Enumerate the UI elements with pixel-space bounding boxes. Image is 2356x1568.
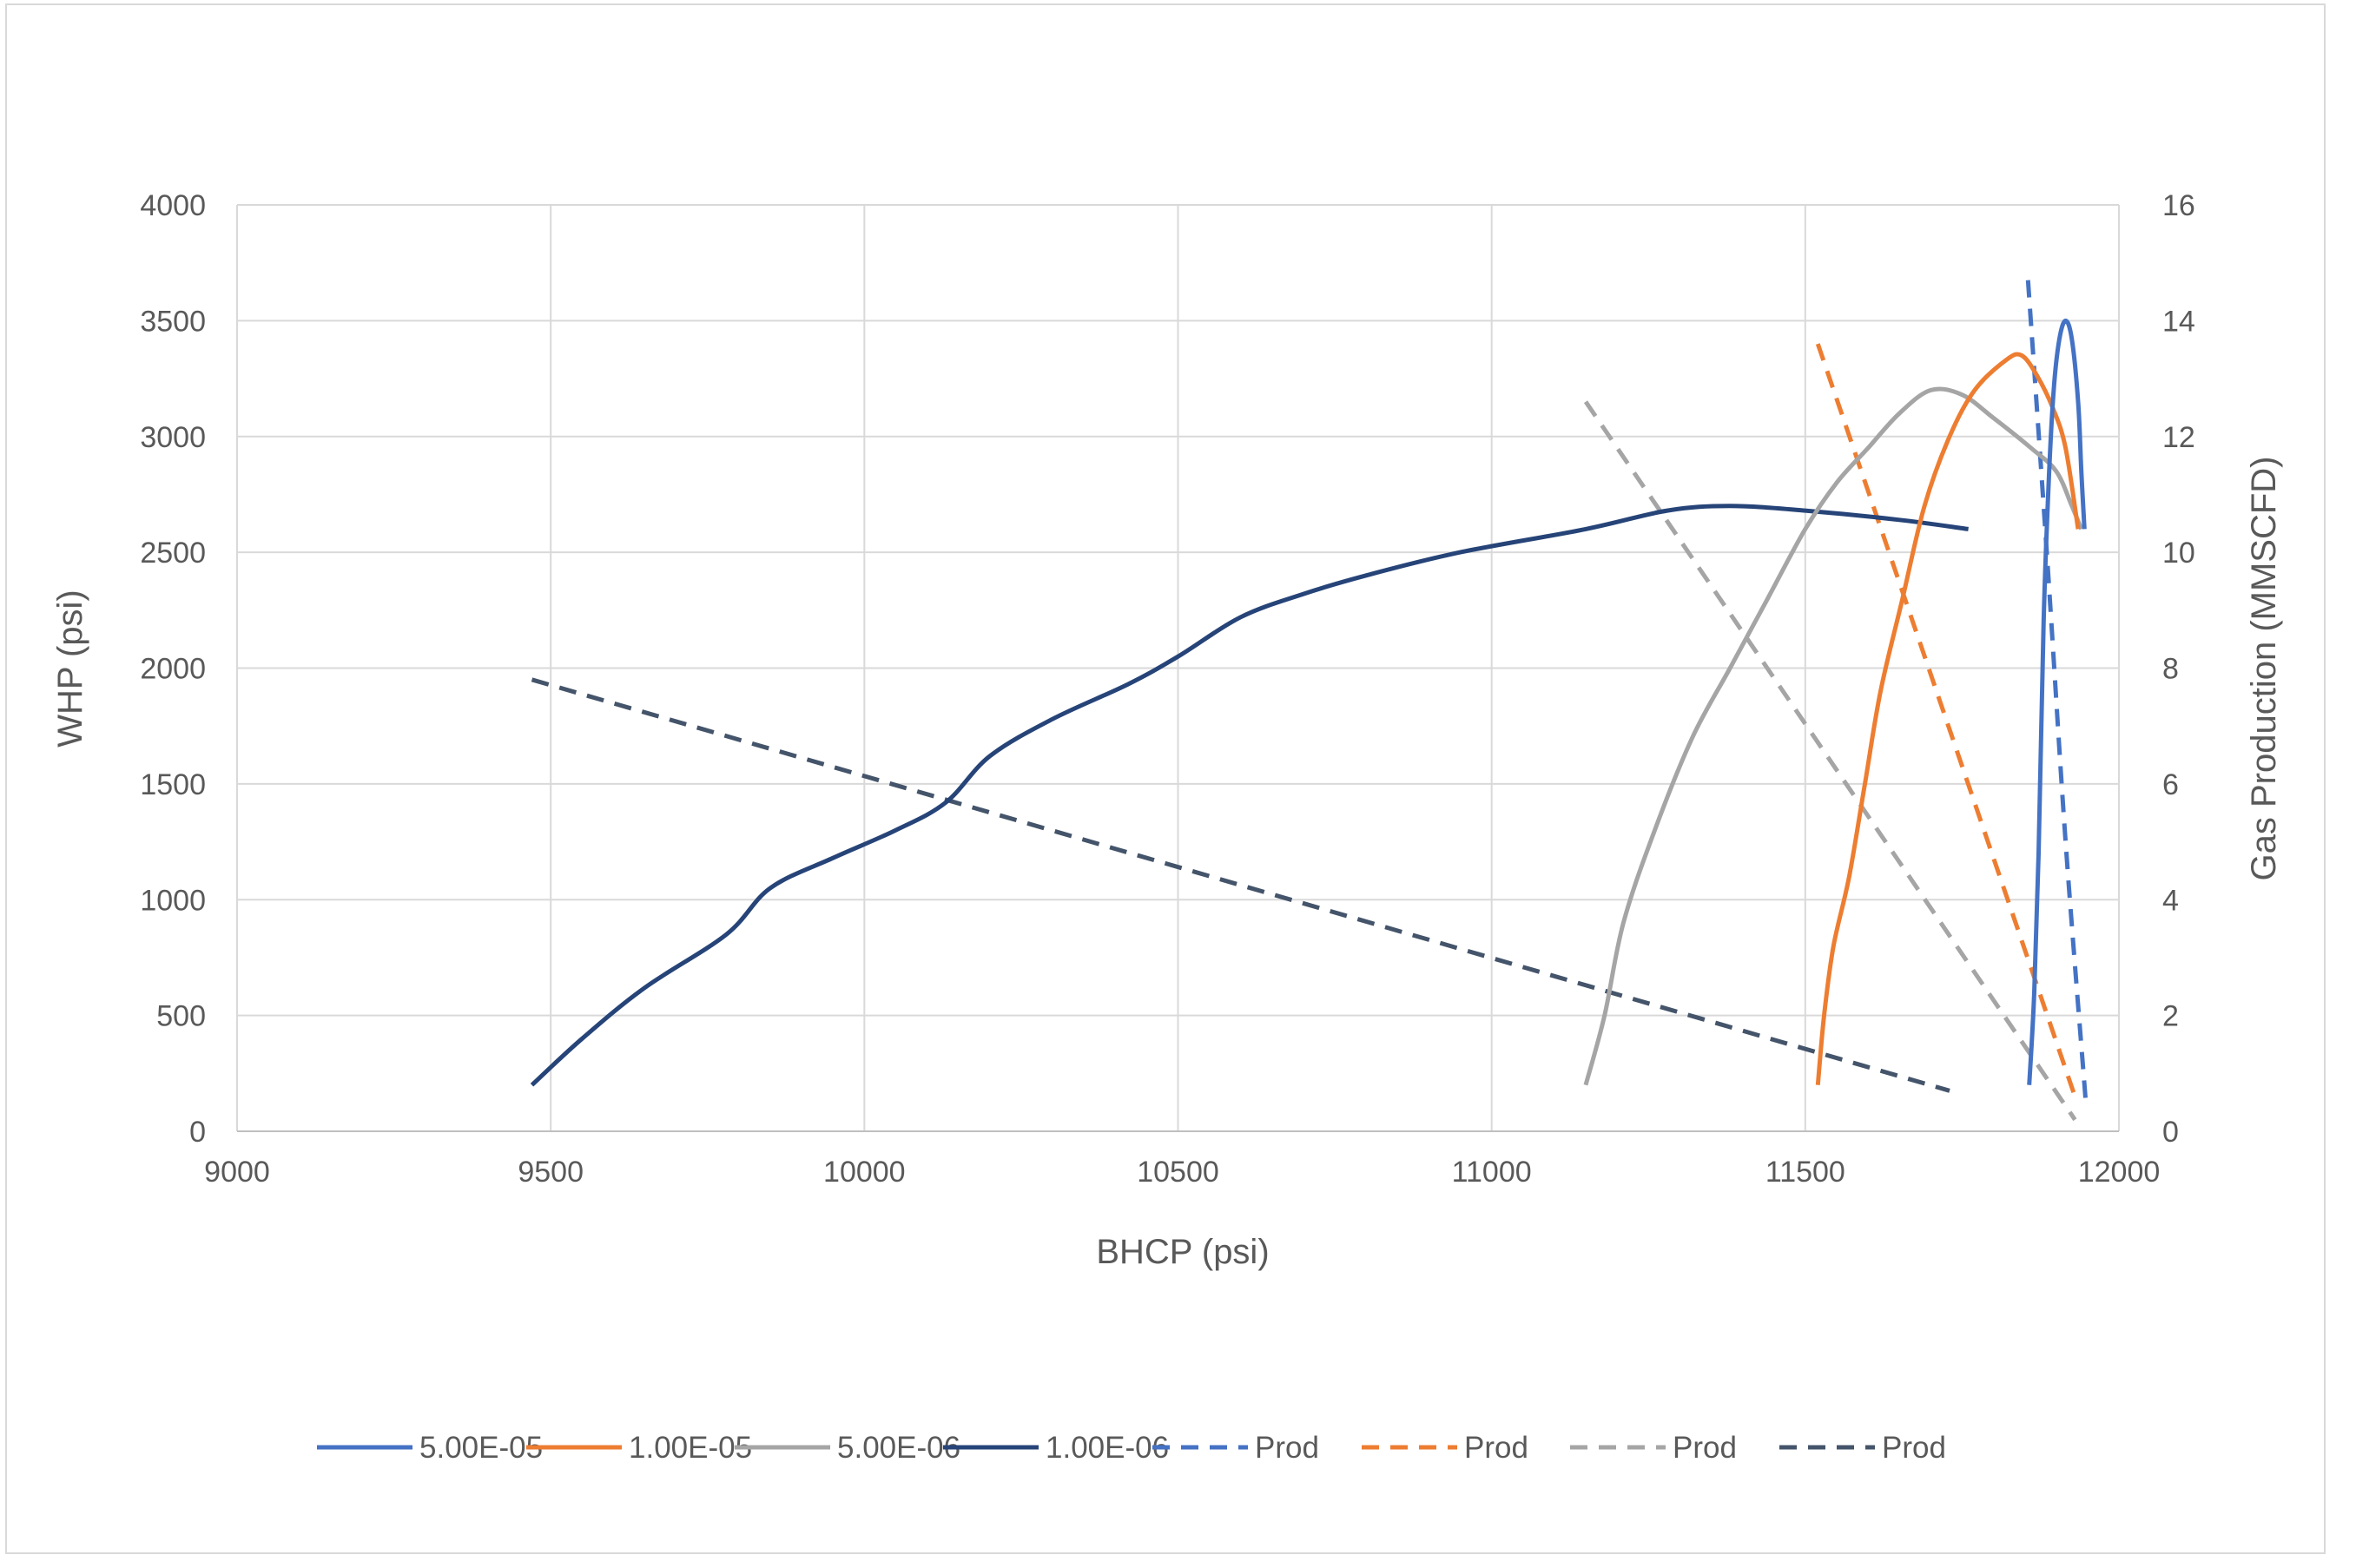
y-tick-label: 500: [156, 1000, 206, 1033]
y2-tick-label: 14: [2162, 305, 2195, 338]
legend-entry-label: 5.00E-05: [419, 1431, 543, 1465]
x-tick-label: 10000: [823, 1156, 906, 1189]
y2-tick-label: 10: [2162, 537, 2195, 570]
y2-tick-label: 0: [2162, 1116, 2179, 1149]
series-line-1: [2027, 318, 2087, 1085]
y-axis-ticks: 0 500 1000 1500 2000 2500 3000 3500 4000: [140, 189, 206, 1149]
legend-entry-label: 1.00E-06: [1046, 1431, 1169, 1465]
y-tick-label: 3000: [140, 421, 206, 454]
y2-axis-ticks: 0 2 4 6 8 10 12 14 16: [2162, 189, 2195, 1149]
y2-tick-label: 2: [2162, 1000, 2179, 1033]
y-tick-label: 4000: [140, 189, 206, 222]
y2-tick-label: 4: [2162, 884, 2179, 917]
x-tick-label: 12000: [2078, 1156, 2161, 1189]
y-tick-label: 1500: [140, 768, 206, 801]
series-line-prod-6: [1815, 343, 2077, 1097]
series-line-2: [1815, 352, 2081, 1085]
series-line-prod-5: [2025, 280, 2089, 1109]
x-tick-label: 9500: [518, 1156, 584, 1189]
legend-entry-label: 5.00E-06: [837, 1431, 960, 1465]
y2-tick-label: 8: [2162, 653, 2179, 686]
y2-axis-title: Gas Production (MMSCFD): [2245, 457, 2283, 881]
legend-entry-label: 1.00E-05: [629, 1431, 752, 1465]
legend-entry-label: Prod: [1882, 1431, 1946, 1465]
y-tick-label: 1000: [140, 884, 206, 917]
series-line-3: [1583, 386, 2084, 1086]
y2-tick-label: 12: [2162, 421, 2195, 454]
series-line-prod-8: [531, 677, 1950, 1093]
x-tick-label: 11500: [1765, 1156, 1845, 1189]
series-line-prod-7: [1583, 400, 2077, 1122]
y-tick-label: 2500: [140, 537, 206, 570]
series-lines: [530, 280, 2089, 1122]
series-line-4: [530, 504, 1969, 1087]
y-tick-label: 0: [189, 1116, 206, 1149]
y2-tick-label: 16: [2162, 189, 2195, 222]
chart-frame: [5, 3, 2326, 1554]
x-axis-title: BHCP (psi): [1096, 1233, 1269, 1271]
grid: [236, 204, 2120, 1132]
legend-entry-label: Prod: [1255, 1431, 1319, 1465]
x-tick-label: 10500: [1137, 1156, 1219, 1189]
x-tick-label: 9000: [204, 1156, 270, 1189]
y2-tick-label: 6: [2162, 768, 2179, 801]
legend: 5.00E-05 1.00E-05 5.00E-06 1.00E-06 Prod Prod…: [317, 1431, 1946, 1465]
y-tick-label: 2000: [140, 653, 206, 686]
legend-entry-label: Prod: [1464, 1431, 1528, 1465]
y-axis-title: WHP (psi): [51, 590, 89, 747]
x-tick-label: 11000: [1452, 1156, 1532, 1189]
y-tick-label: 3500: [140, 305, 206, 338]
x-axis-ticks: 9000 9500 10000 10500 11000 11500 12000: [204, 1156, 2160, 1189]
legend-entry-label: Prod: [1673, 1431, 1737, 1465]
